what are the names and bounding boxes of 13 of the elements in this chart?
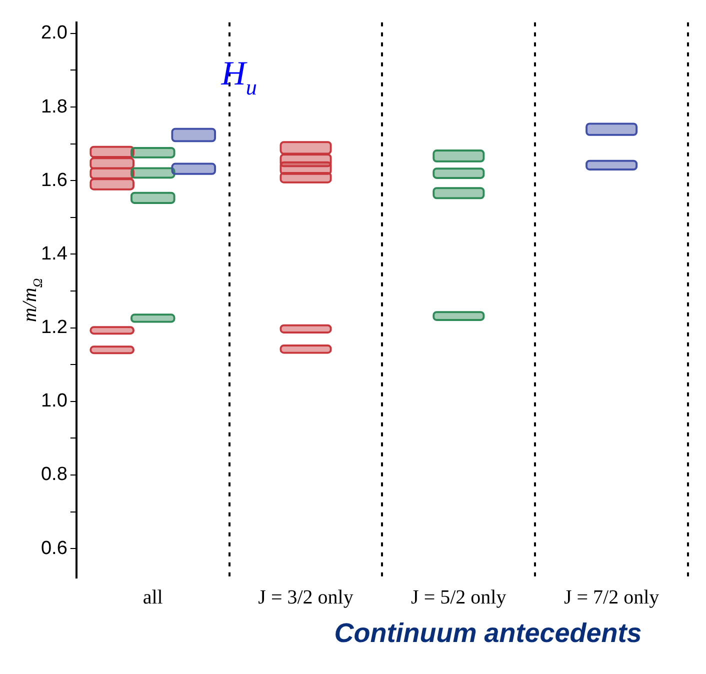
y-tick-label: 0.6: [40, 538, 68, 559]
x-axis-title: Continuum antecedents: [333, 618, 643, 649]
x-tick-label: J = 7/2 only: [564, 586, 660, 608]
x-tick-label: J = 3/2 only: [258, 586, 354, 608]
y-tick-label: 1.4: [40, 243, 68, 264]
x-tick-label: J = 5/2 only: [411, 586, 506, 608]
y-tick-label: 1.2: [40, 317, 68, 338]
x-tick-label: all: [142, 586, 164, 608]
y-tick-label: 1.0: [40, 390, 68, 412]
y-tick-label: 0.8: [40, 464, 68, 486]
y-tick-label: 1.6: [40, 170, 68, 191]
y-tick-label: 2.0: [40, 22, 68, 44]
y-tick-label: 1.8: [40, 96, 68, 118]
